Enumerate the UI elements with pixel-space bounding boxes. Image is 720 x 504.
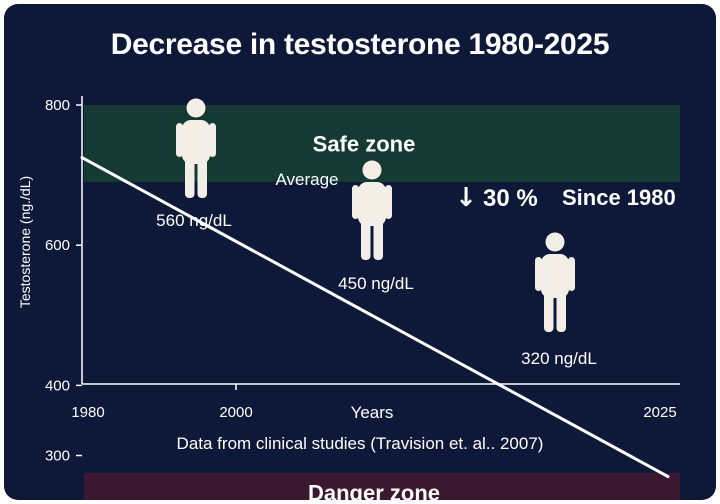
marker-label: 560 ng/dL: [156, 211, 232, 230]
change-value: 30 %: [483, 185, 538, 212]
x-tick-label: 2025: [643, 404, 676, 421]
person-marker: [176, 98, 216, 198]
y-tick-label: 400: [45, 377, 70, 394]
band-label: Danger zone: [308, 480, 440, 500]
trend-line: [80, 156, 670, 479]
chart-card: Decrease in testosterone 1980-2025 Safe …: [4, 4, 716, 500]
x-tick-label: 1980: [71, 404, 104, 421]
chart-plot: Safe zone Danger zone 300 400 600 800 1980 2000…: [17, 96, 680, 500]
chart-title: Decrease in testosterone 1980-2025: [110, 28, 610, 61]
y-tick-label: 800: [45, 97, 70, 114]
marker-label: 450 ng/dL: [338, 274, 414, 293]
x-axis-label: Years: [351, 403, 394, 422]
marker-label: 320 ng/dL: [521, 349, 597, 368]
average-label: Average: [275, 170, 338, 189]
person-marker: [352, 160, 392, 260]
down-arrow-icon: ↓: [455, 183, 477, 213]
band-label: Safe zone: [313, 132, 416, 157]
band-danger: [84, 473, 680, 500]
y-tick-label: 300: [45, 448, 70, 465]
change-since: Since 1980: [562, 185, 676, 210]
y-axis-label: Testosterone (ng./dL): [17, 176, 33, 308]
x-tick-label: 2000: [219, 404, 252, 421]
chart-caption: Data from clinical studies (Travision et…: [176, 434, 544, 453]
person-marker: [535, 232, 575, 332]
y-tick-label: 600: [45, 237, 70, 254]
